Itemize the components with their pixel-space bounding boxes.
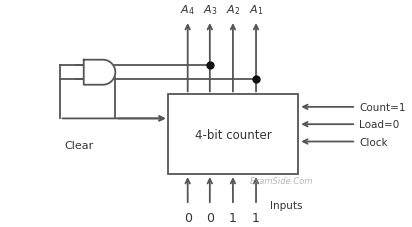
Text: Load=0: Load=0 [359, 120, 399, 130]
Text: 0: 0 [206, 211, 214, 224]
Bar [169, 95, 298, 175]
Text: 1: 1 [229, 211, 237, 224]
Polygon shape [84, 60, 115, 85]
Text: Inputs: Inputs [269, 200, 302, 210]
Text: Clock: Clock [359, 137, 388, 147]
Text: 0: 0 [184, 211, 192, 224]
Text: 1: 1 [252, 211, 260, 224]
Text: Count=1: Count=1 [359, 102, 405, 112]
Text: $A_2$: $A_2$ [226, 4, 240, 17]
Text: $A_3$: $A_3$ [203, 4, 217, 17]
Text: 4-bit counter: 4-bit counter [195, 128, 272, 141]
Text: Clear: Clear [65, 140, 94, 150]
Text: $A_4$: $A_4$ [180, 4, 195, 17]
Text: $A_1$: $A_1$ [249, 4, 263, 17]
Text: ExamSide.Com: ExamSide.Com [250, 177, 314, 186]
